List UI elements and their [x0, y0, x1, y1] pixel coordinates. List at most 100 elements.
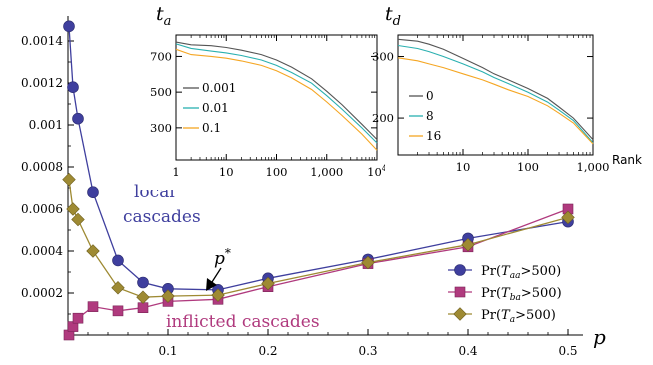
inset-td-background [385, 0, 653, 190]
data-point-square [72, 312, 84, 324]
inset-td-frame [397, 34, 594, 156]
tick-exp-base: 10 [367, 165, 382, 179]
pstar-base: p [214, 249, 225, 269]
main-y-tick-label: 0.0008 [21, 160, 63, 174]
inset-ta-x-tick-label: 10 [219, 165, 234, 179]
data-point-diamond [62, 172, 76, 187]
inset-ta-series-line [175, 43, 378, 144]
legend-marker-square [454, 286, 466, 298]
legend-label-base: Pr( [481, 308, 501, 323]
main-y-tick-label: 0.001 [29, 118, 63, 132]
inset-ta-y-tick-label: 300 [150, 121, 172, 135]
inset-td-series [397, 38, 594, 145]
inset-ta-x-tick-label: 1,000 [310, 165, 343, 179]
inset-ta-legend-label: 0.001 [202, 81, 236, 95]
main-series [62, 20, 575, 341]
data-point-square [137, 302, 149, 314]
inset-td-title: td [385, 3, 401, 29]
data-point-circle [72, 112, 84, 125]
legend-marker-diamond [453, 307, 467, 321]
pstar-sup: * [225, 246, 231, 260]
inset-ta-x-tick-label-exp: 104 [367, 164, 387, 179]
inset-ta-y-tick-label: 500 [150, 85, 172, 99]
main-y-tick-label: 0.0002 [21, 286, 63, 300]
inset-td-x-axis-label: Rank [612, 153, 642, 167]
legend-label-rest: >500) [521, 286, 562, 301]
annotation-cascades: cascades [123, 207, 201, 227]
inset-td-x-tick-label: 10 [456, 160, 471, 174]
data-point-square [87, 301, 99, 312]
legend-label-sub: ba [510, 293, 521, 303]
main-axes: 0.1 0.2 0.3 0.4 0.5 0.0002 0.0004 0.0006 0.0008 0… [21, 16, 583, 358]
inset-ta-background [140, 0, 385, 190]
data-point-circle [63, 20, 75, 33]
inset-td-x-tick-label: 1,000 [577, 160, 610, 174]
inset-td-x-tick-label: 100 [517, 160, 539, 174]
pstar-arrow-shaft [211, 267, 222, 283]
data-point-diamond [136, 290, 150, 304]
legend-label-var: T [501, 308, 511, 323]
pstar-label: p* [214, 246, 231, 269]
main-x-tick-label: 0.5 [558, 344, 577, 358]
data-point-diamond [561, 210, 575, 225]
inset-td-y-tick-label: 200 [372, 111, 394, 125]
inset-td-series-line [397, 44, 594, 144]
annotation-pstar: p* [206, 246, 231, 291]
legend-label-sub: aa [510, 271, 521, 281]
main-x-tick-label: 0.2 [258, 344, 277, 358]
main-chart: 0.1 0.2 0.3 0.4 0.5 0.0002 0.0004 0.0006 0.0008 0… [21, 16, 606, 358]
data-point-circle [112, 254, 124, 267]
legend-label-var: T [501, 264, 511, 279]
main-x-tick-label: 0.1 [158, 344, 177, 358]
inset-ta-title-sub: a [164, 14, 172, 29]
legend-label: Pr(Taa>500) [481, 264, 561, 281]
inset-td-chart: 10 100 1,000 200 300 0 8 16 td Rank [372, 0, 653, 190]
inset-ta-y-tick-label: 700 [150, 49, 172, 63]
data-point-diamond [66, 202, 80, 216]
inset-ta-x-tick-label: 100 [266, 165, 288, 179]
inset-td-title-base: t [385, 3, 393, 25]
data-point-circle [87, 186, 99, 198]
data-point-diamond [261, 276, 275, 291]
data-point-diamond [71, 212, 85, 227]
inset-td-legend-label: 0 [426, 89, 434, 103]
inset-ta-legend: 0.001 0.01 0.1 [183, 81, 236, 135]
inset-ta-series [175, 41, 378, 151]
inset-ta-x-tick-label: 1 [172, 165, 179, 179]
main-y-tick-label: 0.0012 [21, 76, 63, 90]
inset-ta-series-line [175, 48, 378, 151]
inset-td-y-tick-label: 300 [372, 50, 394, 64]
inset-ta-legend-label: 0.1 [202, 121, 221, 135]
data-point-diamond [211, 288, 225, 302]
main-x-tick-label: 0.4 [458, 344, 477, 358]
data-point-diamond [111, 281, 125, 295]
data-point-circle [67, 81, 79, 93]
legend-label-base: Pr( [481, 264, 501, 279]
main-x-tick-label: 0.3 [358, 344, 377, 358]
pstar-arrow-head [206, 278, 217, 291]
inset-td-legend: 0 8 16 [409, 89, 441, 143]
inset-ta-legend-label: 0.01 [202, 101, 229, 115]
main-legend-background [446, 255, 586, 325]
main-x-axis-label: p [593, 325, 606, 349]
inset-ta-title: ta [156, 3, 171, 29]
data-point-circle [137, 276, 149, 289]
inset-td-series-line [397, 38, 594, 140]
tick-exp-sup: 4 [382, 164, 387, 173]
legend-label: Pr(Ta>500) [481, 308, 556, 325]
legend-label-var: T [501, 286, 511, 301]
legend-label-base: Pr( [481, 286, 501, 301]
inset-td-legend-label: 16 [426, 129, 441, 143]
annotation-inflicted-cascades: inflicted cascades [166, 312, 320, 332]
inset-td-title-sub: d [393, 14, 401, 29]
legend-label: Pr(Tba>500) [481, 286, 562, 303]
main-y-tick-label: 0.0004 [21, 244, 63, 258]
legend-label-rest: >500) [520, 264, 561, 279]
legend-marker-circle [454, 264, 466, 276]
inset-ta-title-base: t [156, 3, 164, 25]
legend-label-rest: >500) [515, 308, 556, 323]
main-legend: Pr(Taa>500)Pr(Tba>500)Pr(Ta>500) [446, 255, 586, 325]
